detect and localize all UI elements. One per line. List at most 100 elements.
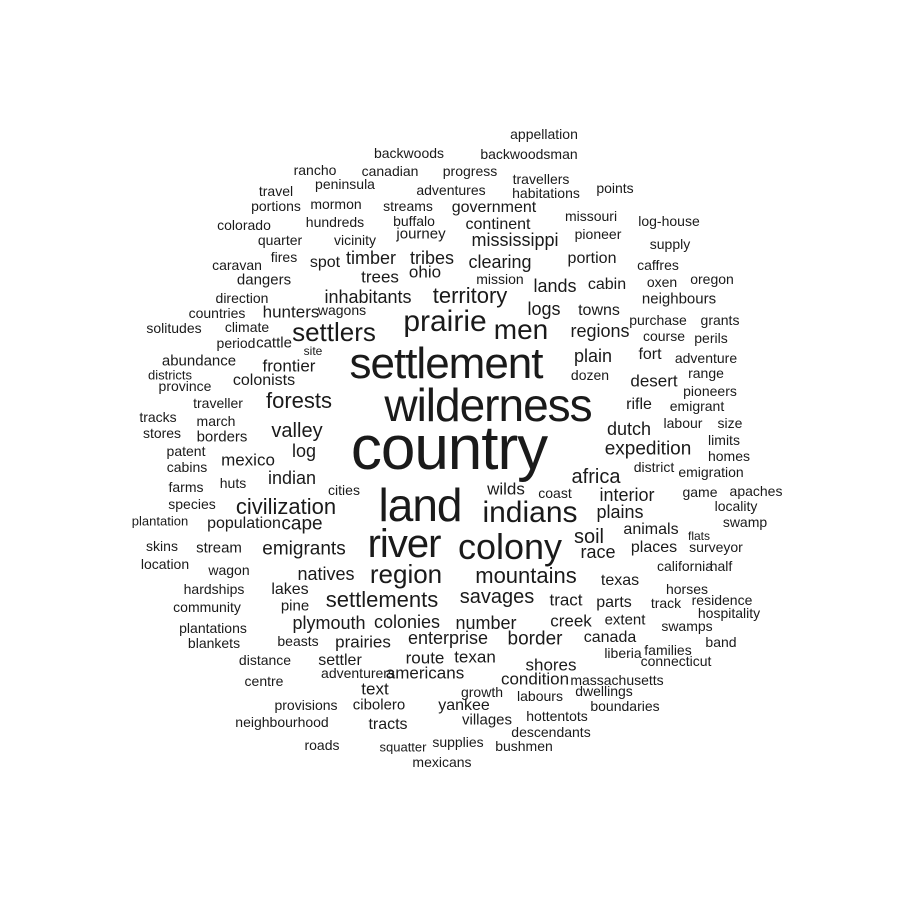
word-15: government bbox=[451, 199, 537, 216]
word-153: plantations bbox=[179, 620, 247, 636]
word-176: centre bbox=[244, 673, 284, 689]
word-116: indians bbox=[482, 496, 578, 529]
word-126: emigrants bbox=[262, 538, 346, 560]
word-13: mormon bbox=[310, 196, 362, 212]
word-53: solitudes bbox=[146, 320, 202, 336]
word-88: size bbox=[717, 415, 743, 431]
word-43: oregon bbox=[690, 271, 734, 287]
word-91: valley bbox=[271, 420, 323, 442]
word-68: abundance bbox=[161, 352, 237, 370]
word-110: wilds bbox=[487, 479, 525, 499]
word-111: coast bbox=[538, 485, 572, 501]
word-49: hunters bbox=[262, 302, 320, 322]
word-130: places bbox=[630, 539, 678, 556]
word-16: colorado bbox=[217, 217, 271, 233]
word-173: connecticut bbox=[640, 653, 712, 669]
word-9: adventures bbox=[416, 182, 486, 198]
word-127: river bbox=[367, 522, 442, 566]
word-101: emigration bbox=[678, 464, 744, 480]
word-2: backwoodsman bbox=[480, 146, 578, 162]
word-95: log bbox=[291, 441, 317, 461]
word-109: cities bbox=[328, 482, 360, 498]
word-158: extent bbox=[604, 611, 646, 629]
word-32: tribes bbox=[409, 248, 455, 268]
word-150: parts bbox=[596, 594, 632, 611]
word-151: track bbox=[650, 595, 682, 611]
word-84: tracks bbox=[139, 409, 177, 425]
word-74: range bbox=[688, 365, 724, 381]
word-17: hundreds bbox=[305, 214, 365, 230]
word-131: surveyor bbox=[689, 539, 743, 555]
word-147: settlements bbox=[325, 587, 439, 612]
word-188: neighbourhood bbox=[235, 714, 329, 730]
word-177: adventurers bbox=[321, 665, 395, 681]
word-12: portions bbox=[251, 198, 301, 214]
word-65: site bbox=[303, 344, 323, 358]
word-54: climate bbox=[224, 319, 270, 335]
word-156: number bbox=[455, 613, 517, 633]
word-194: squatter bbox=[379, 739, 427, 755]
word-122: animals bbox=[623, 521, 679, 538]
word-141: hardships bbox=[183, 581, 245, 597]
word-27: supply bbox=[649, 236, 691, 252]
word-133: race bbox=[580, 542, 616, 562]
word-87: labour bbox=[663, 415, 703, 431]
word-143: horses bbox=[665, 581, 709, 597]
word-196: bushmen bbox=[495, 738, 553, 754]
word-152: hospitality bbox=[697, 605, 761, 621]
word-166: band bbox=[705, 634, 737, 650]
word-62: perils bbox=[694, 330, 728, 346]
word-187: boundaries bbox=[590, 698, 660, 714]
word-60: regions bbox=[570, 321, 630, 341]
word-41: cabin bbox=[587, 276, 627, 293]
word-14: streams bbox=[383, 198, 433, 214]
word-140: texas bbox=[600, 572, 640, 589]
word-136: wagon bbox=[208, 562, 250, 578]
word-105: africa bbox=[571, 466, 621, 488]
word-181: growth bbox=[460, 684, 504, 700]
word-142: lakes bbox=[271, 581, 309, 598]
word-29: fires bbox=[270, 249, 298, 265]
word-86: dutch bbox=[606, 419, 652, 439]
word-148: savages bbox=[459, 586, 535, 608]
word-48: countries bbox=[188, 305, 246, 321]
word-8: peninsula bbox=[315, 176, 375, 192]
word-59: men bbox=[493, 314, 549, 345]
word-5: progress bbox=[442, 163, 498, 179]
word-97: homes bbox=[707, 448, 751, 464]
word-52: towns bbox=[578, 302, 620, 319]
word-118: swamp bbox=[722, 514, 768, 530]
word-55: prairie bbox=[403, 305, 487, 338]
word-172: families bbox=[644, 642, 692, 658]
word-123: flats bbox=[687, 529, 711, 543]
word-1: backwoods bbox=[373, 145, 445, 161]
word-102: farms bbox=[168, 479, 204, 495]
word-186: yankee bbox=[438, 697, 490, 714]
word-163: enterprise bbox=[407, 628, 489, 648]
word-18: buffalo bbox=[393, 213, 435, 229]
word-94: country bbox=[350, 414, 548, 483]
word-180: text bbox=[361, 679, 389, 699]
word-104: indian bbox=[267, 468, 317, 488]
word-114: species bbox=[168, 496, 216, 512]
word-46: territory bbox=[432, 283, 508, 308]
word-135: half bbox=[709, 558, 733, 574]
word-165: canada bbox=[583, 629, 637, 646]
word-6: travellers bbox=[512, 171, 570, 187]
word-128: colony bbox=[457, 526, 563, 567]
word-58: settlers bbox=[292, 317, 376, 347]
word-90: borders bbox=[196, 428, 248, 446]
word-169: route bbox=[405, 648, 445, 668]
word-37: trees bbox=[361, 267, 399, 287]
word-93: patent bbox=[166, 443, 206, 459]
word-138: natives bbox=[297, 564, 355, 584]
word-99: mexico bbox=[221, 450, 275, 470]
word-47: neighbours bbox=[641, 290, 717, 308]
word-120: population bbox=[207, 515, 281, 532]
word-167: distance bbox=[238, 652, 292, 668]
word-113: locality bbox=[714, 498, 758, 514]
word-92: limits bbox=[708, 432, 740, 448]
word-159: swamps bbox=[661, 618, 713, 634]
word-4: canadian bbox=[361, 163, 419, 179]
